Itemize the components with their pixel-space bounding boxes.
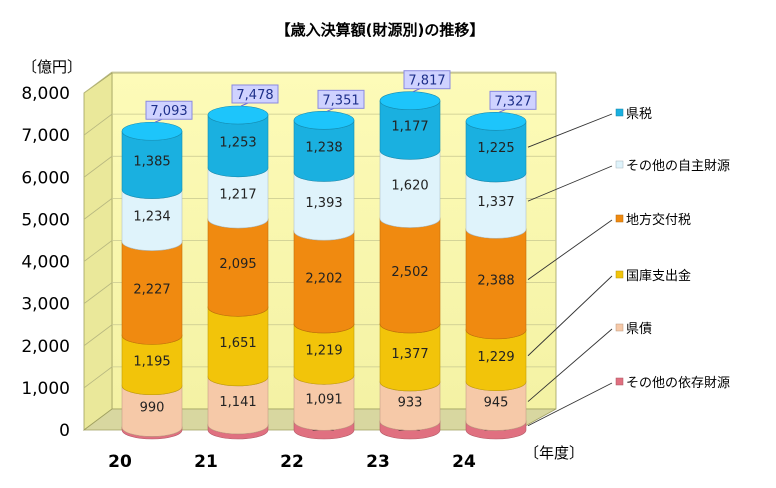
data-label: 933 bbox=[398, 396, 423, 411]
legend-item: その他の自主財源 bbox=[626, 159, 730, 174]
data-label: 1,234 bbox=[133, 210, 170, 225]
total-callout bbox=[145, 100, 193, 120]
gridline bbox=[83, 113, 113, 136]
legend-item: 国庫支出金 bbox=[626, 268, 691, 284]
data-label: 1,195 bbox=[133, 355, 170, 370]
bar-segment-top bbox=[465, 112, 527, 131]
y-axis: 0 1,000 2,000 3,000 4,000 5,000 6,000 7,000 8,00… bbox=[21, 84, 70, 441]
total-label: 7,327 bbox=[494, 94, 531, 109]
data-label: 945 bbox=[484, 396, 509, 411]
y-tick-label: 2,000 bbox=[21, 337, 70, 357]
data-label: 1,225 bbox=[477, 141, 514, 156]
total-callout bbox=[317, 89, 365, 109]
chart-title: 【歳入決算額(財源別)の推移】 bbox=[276, 21, 485, 39]
data-label: 1,217 bbox=[219, 187, 256, 202]
y-tick-label: 7,000 bbox=[21, 126, 70, 146]
data-label: 2,202 bbox=[305, 272, 342, 287]
legend-swatch bbox=[615, 270, 624, 279]
gridline bbox=[83, 282, 113, 304]
legend-item: 県債 bbox=[626, 322, 652, 337]
x-axis-label: 〔年度〕 bbox=[524, 444, 584, 462]
y-tick-label: 5,000 bbox=[21, 210, 70, 230]
gridline bbox=[83, 240, 113, 262]
legend-leader bbox=[527, 275, 613, 357]
total-callout bbox=[231, 84, 279, 104]
y-tick-label: 8,000 bbox=[21, 84, 70, 104]
legend-swatch bbox=[615, 323, 624, 332]
data-label: 1,377 bbox=[391, 347, 428, 362]
total-label: 7,093 bbox=[150, 104, 187, 119]
y-tick-label: 6,000 bbox=[21, 168, 70, 188]
y-tick-label: 1,000 bbox=[21, 379, 70, 399]
x-tick-label: 24 bbox=[452, 452, 476, 472]
legend-leader bbox=[527, 328, 613, 402]
legend-item: 県税 bbox=[626, 107, 652, 122]
x-tick-label: 21 bbox=[194, 452, 218, 472]
x-axis: 20 21 22 23 24 bbox=[108, 452, 476, 472]
legend-leader bbox=[527, 113, 613, 148]
data-label: 2,227 bbox=[133, 282, 170, 297]
data-label: 1,141 bbox=[219, 395, 256, 410]
legend-leader bbox=[527, 165, 613, 202]
data-label: 1,620 bbox=[391, 178, 428, 193]
x-tick-label: 20 bbox=[108, 452, 132, 472]
total-callout bbox=[403, 70, 451, 90]
bar-segment-top bbox=[379, 91, 441, 111]
data-label: 990 bbox=[140, 401, 165, 416]
gridline bbox=[83, 71, 113, 94]
bar-segment-top bbox=[121, 121, 183, 141]
data-label: 2,388 bbox=[477, 274, 514, 289]
data-label: 1,219 bbox=[305, 344, 342, 359]
legend-leader bbox=[527, 382, 613, 427]
x-tick-label: 23 bbox=[366, 452, 390, 472]
y-axis-label: 〔億円〕 bbox=[22, 58, 82, 76]
bar-segment-top bbox=[207, 105, 269, 125]
data-label: 1,091 bbox=[305, 392, 342, 407]
total-label: 7,817 bbox=[408, 74, 445, 89]
legend-swatch bbox=[615, 108, 624, 117]
legend-item: 地方交付税 bbox=[626, 212, 691, 228]
legend-swatch bbox=[615, 214, 624, 223]
x-tick-label: 22 bbox=[280, 452, 304, 472]
bar-segment-top bbox=[293, 111, 355, 130]
legend-leader bbox=[527, 219, 613, 280]
legend-swatch bbox=[615, 377, 624, 386]
gridline bbox=[83, 198, 113, 220]
bars: 619901,1952,2271,2341,3857,0931211,1411,… bbox=[121, 70, 537, 440]
data-label: 1,385 bbox=[133, 154, 170, 169]
legend-item: その他の依存財源 bbox=[626, 376, 730, 391]
gridline bbox=[83, 155, 113, 178]
y-tick-label: 4,000 bbox=[21, 253, 70, 273]
total-callout bbox=[489, 90, 537, 110]
y-tick-label: 3,000 bbox=[21, 295, 70, 315]
data-label: 2,095 bbox=[219, 257, 256, 272]
y-tick-label: 0 bbox=[59, 421, 70, 441]
gridline bbox=[83, 324, 113, 347]
gridline bbox=[83, 366, 113, 389]
data-label: 1,337 bbox=[477, 195, 514, 210]
total-label: 7,351 bbox=[322, 93, 359, 108]
data-label: 1,651 bbox=[219, 336, 256, 351]
data-label: 2,502 bbox=[391, 265, 428, 280]
total-label: 7,478 bbox=[236, 88, 273, 103]
data-label: 1,229 bbox=[477, 350, 514, 365]
data-label: 1,238 bbox=[305, 140, 342, 155]
data-label: 1,177 bbox=[391, 119, 428, 134]
data-label: 1,393 bbox=[305, 196, 342, 211]
data-label: 1,253 bbox=[219, 135, 256, 150]
legend-swatch bbox=[615, 160, 624, 169]
